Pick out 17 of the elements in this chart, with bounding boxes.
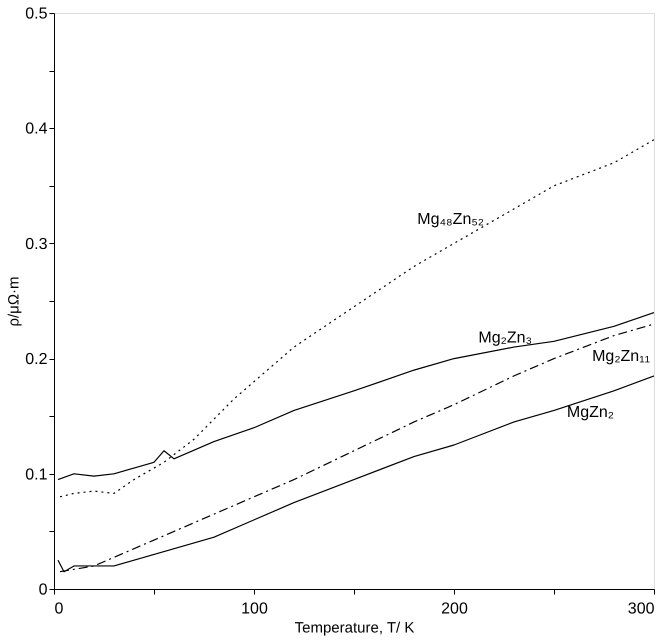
line-series: [59, 139, 655, 498]
series-label: Mg₂Zn₁₁: [592, 348, 650, 366]
series-label: MgZn₂: [566, 404, 614, 421]
x-tick-label: 300: [628, 600, 655, 618]
series-label: Mg₄₈Zn₅₂: [417, 210, 484, 228]
x-tick-label: 100: [241, 600, 268, 618]
series-label: Mg₂Zn₃: [478, 329, 532, 346]
y-tick-label: 0.1: [25, 466, 48, 484]
x-tick-label: 0: [54, 600, 64, 618]
y-tick-label: 0: [38, 582, 48, 598]
y-tick-label: 0.5: [25, 6, 48, 22]
y-tick-label: 0.3: [25, 236, 48, 253]
y-axis-title: ρ/μΩ·m: [5, 276, 22, 327]
y-tick-label: 0.2: [25, 351, 48, 368]
x-tick-label: 200: [441, 600, 468, 618]
x-axis-title: Temperature, T/ K: [294, 620, 414, 636]
y-tick-label: 0.4: [25, 120, 48, 138]
